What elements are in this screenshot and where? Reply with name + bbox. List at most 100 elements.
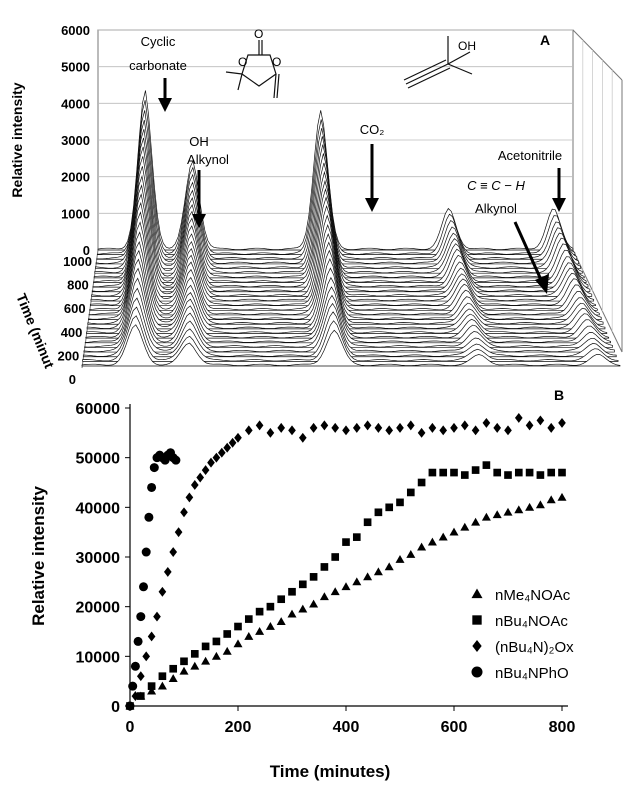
annotation-co2: CO₂ bbox=[360, 122, 385, 137]
panel-b-x-tick-label: 0 bbox=[126, 719, 135, 736]
panel-b-point-diamond bbox=[163, 566, 172, 577]
panel-b-point-diamond bbox=[428, 422, 437, 433]
panel-b-point-triangle bbox=[298, 604, 308, 613]
panel-b-point-triangle bbox=[373, 567, 383, 576]
arrow-co2-head bbox=[365, 198, 379, 212]
panel-b-point-triangle bbox=[276, 617, 286, 625]
panel-b-point-diamond bbox=[558, 417, 566, 428]
panel-b-point-diamond bbox=[180, 507, 188, 518]
panel-b-point-circle bbox=[130, 661, 140, 671]
annotation-alkyne-line2: Alkynol bbox=[475, 201, 517, 216]
panel-b-y-tick-label: 0 bbox=[111, 699, 120, 716]
panel-b-point-diamond bbox=[547, 422, 556, 433]
panel-b-point-diamond bbox=[212, 452, 221, 463]
panel-b-point-square bbox=[190, 650, 199, 658]
panel-b-point-diamond bbox=[207, 457, 215, 468]
panel-a-y-tick-label: 4000 bbox=[61, 96, 90, 111]
panel-b-x-tick-label: 400 bbox=[333, 719, 360, 736]
panel-b-point-diamond bbox=[320, 420, 329, 431]
panel-a-label: A bbox=[540, 32, 550, 48]
panel-a-right-floor-edge bbox=[572, 249, 623, 353]
panel-b-point-diamond bbox=[174, 527, 183, 538]
panel-b-point-triangle bbox=[233, 639, 243, 648]
carbonate-oxygen-top: O bbox=[254, 27, 263, 41]
panel-b-point-triangle bbox=[190, 661, 200, 670]
panel-a-y-tick-label: 6000 bbox=[61, 23, 90, 38]
panel-b-point-diamond bbox=[385, 425, 394, 436]
panel-b-point-square bbox=[169, 664, 178, 673]
panel-b-point-square bbox=[406, 488, 415, 497]
panel-b-point-triangle bbox=[514, 505, 524, 514]
panel-b-point-diamond bbox=[131, 691, 140, 702]
panel-b-y-tick-label: 30000 bbox=[76, 550, 121, 567]
panel-b-point-diamond bbox=[482, 417, 491, 428]
panel-b-point-square bbox=[298, 580, 307, 589]
panel-b-point-square bbox=[331, 553, 340, 561]
panel-b-point-diamond bbox=[201, 465, 210, 476]
legend-marker-triangle bbox=[471, 588, 483, 599]
panel-b-point-diamond bbox=[153, 611, 161, 622]
panel-b-point-square bbox=[180, 657, 188, 666]
panel-b-point-diamond bbox=[288, 425, 296, 436]
panel-b-point-triangle bbox=[255, 627, 265, 635]
panel-b-point-diamond bbox=[460, 420, 469, 431]
panel-b-point-diamond bbox=[228, 437, 237, 448]
panel-b-point-triangle bbox=[179, 666, 189, 675]
panel-a-y-tick-label: 3000 bbox=[61, 133, 90, 148]
panel-b-label: B bbox=[554, 387, 564, 403]
panel-a-y-tick-label: 1000 bbox=[61, 206, 90, 221]
panel-b-point-square bbox=[396, 498, 404, 507]
panel-b-scatter-plot: B 0 200 400 600 800 0 10000 20000 30000 40000 5000… bbox=[29, 387, 575, 781]
panel-a-time-tick-label: 200 bbox=[57, 348, 79, 363]
panel-b-y-tick-label: 40000 bbox=[76, 500, 121, 517]
panel-b-point-diamond bbox=[190, 480, 199, 490]
panel-b-y-tick-label: 50000 bbox=[76, 451, 121, 468]
panel-b-point-diamond bbox=[147, 631, 156, 642]
arrow-alkyne-ch bbox=[513, 221, 544, 283]
panel-b-point-square bbox=[514, 468, 523, 477]
panel-b-point-square bbox=[352, 533, 361, 541]
arrow-acetonitrile-head bbox=[552, 198, 566, 212]
panel-b-point-square bbox=[417, 478, 426, 487]
panel-b-point-diamond bbox=[196, 472, 205, 483]
panel-b-point-triangle bbox=[492, 510, 502, 519]
panel-b-point-diamond bbox=[493, 422, 502, 433]
panel-b-point-triangle bbox=[427, 537, 437, 546]
panel-b-point-square bbox=[525, 468, 534, 477]
panel-b-legend: nMe₄NOAc nBu₄NOAc (nBu₄N)₂Ox nBu₄NPhO bbox=[471, 587, 574, 682]
panel-b-point-circle bbox=[125, 701, 135, 711]
panel-a-left-floor-edge bbox=[81, 249, 99, 369]
panel-b-point-triangle bbox=[287, 609, 297, 618]
panel-b-point-triangle bbox=[330, 587, 340, 596]
panel-b-point-circle bbox=[149, 463, 159, 473]
panel-b-point-triangle bbox=[211, 651, 221, 660]
panel-a-right-wall-top bbox=[572, 29, 623, 81]
panel-b-axes: 0 200 400 600 800 0 10000 20000 30000 40000 50000 6… bbox=[76, 401, 576, 736]
panel-b-point-diamond bbox=[406, 420, 415, 431]
panel-b-series-circle bbox=[125, 448, 181, 711]
panel-b-point-triangle bbox=[222, 646, 232, 655]
panel-b-point-diamond bbox=[136, 671, 145, 682]
panel-b-point-square bbox=[136, 692, 145, 700]
panel-b-data-points bbox=[125, 412, 567, 711]
panel-b-point-square bbox=[320, 563, 329, 571]
panel-b-point-square bbox=[288, 587, 296, 596]
panel-b-point-triangle bbox=[449, 527, 459, 536]
panel-b-point-square bbox=[244, 615, 253, 623]
panel-b-point-diamond bbox=[142, 651, 151, 662]
carbonate-oxygen-left: O bbox=[238, 55, 247, 69]
panel-a-spectra bbox=[81, 90, 621, 367]
panel-b-point-diamond bbox=[217, 447, 226, 458]
panel-a-time-tick-label: 600 bbox=[64, 301, 86, 316]
panel-b-point-triangle bbox=[503, 507, 513, 516]
panel-b-point-diamond bbox=[396, 422, 404, 433]
panel-b-point-triangle bbox=[557, 492, 567, 501]
carbonate-oxygen-right: O bbox=[272, 55, 281, 69]
panel-b-point-diamond bbox=[234, 432, 242, 443]
panel-a-annotations: Cyclic carbonate OH Alkynol CO₂ Acetonit… bbox=[129, 34, 562, 216]
panel-b-point-triangle bbox=[481, 512, 491, 521]
panel-b-point-triangle bbox=[471, 517, 481, 526]
panel-b-point-triangle bbox=[417, 542, 427, 551]
panel-b-point-triangle bbox=[265, 622, 275, 630]
